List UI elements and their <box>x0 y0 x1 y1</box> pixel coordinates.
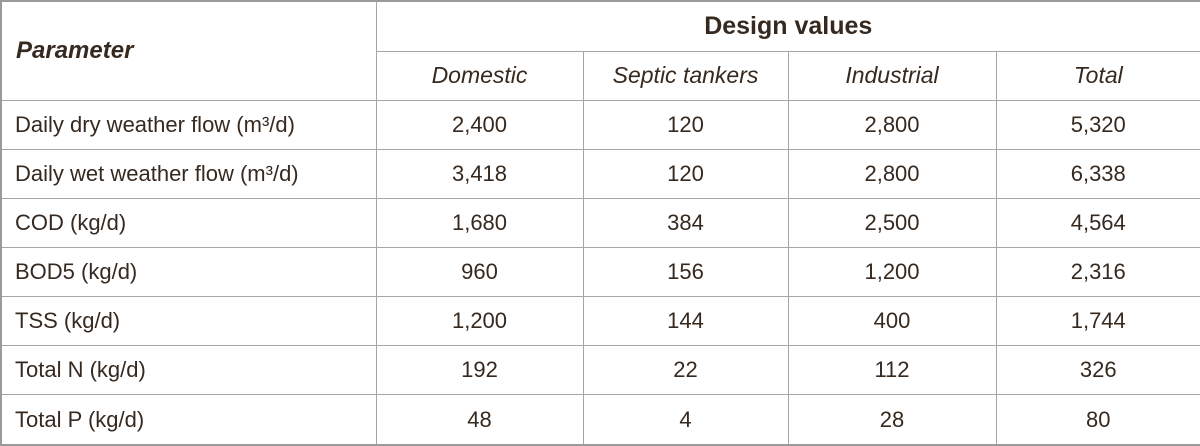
row-label: Daily wet weather flow (m³/d) <box>0 148 377 199</box>
row-label: COD (kg/d) <box>0 197 377 248</box>
row-label: TSS (kg/d) <box>0 296 377 347</box>
cell-value: 1,200 <box>375 296 584 347</box>
cell-value: 384 <box>582 197 789 248</box>
table-row-daily-wet-weather-flow: Daily wet weather flow (m³/d) 3,418 120 … <box>0 148 1200 199</box>
cell-value: 48 <box>375 394 584 446</box>
cell-value: 6,338 <box>995 148 1200 199</box>
design-values-header: Design values <box>375 0 1200 52</box>
cell-value: 144 <box>582 296 789 347</box>
cell-value: 4 <box>582 394 789 446</box>
group-header-row: Parameter Design values <box>0 0 1200 101</box>
table-row-bod5: BOD5 (kg/d) 960 156 1,200 2,316 <box>0 246 1200 298</box>
column-header-septic-tankers: Septic tankers <box>582 50 789 101</box>
cell-value: 2,800 <box>787 148 997 199</box>
cell-value: 80 <box>995 394 1200 446</box>
column-header-domestic: Domestic <box>375 50 584 101</box>
table-row-tss: TSS (kg/d) 1,200 144 400 1,744 <box>0 296 1200 347</box>
cell-value: 400 <box>787 296 997 347</box>
row-label: Total N (kg/d) <box>0 345 377 396</box>
column-header-industrial: Industrial <box>787 50 997 101</box>
row-label: Total P (kg/d) <box>0 394 377 446</box>
cell-value: 2,800 <box>787 99 997 150</box>
column-header-total: Total <box>995 50 1200 101</box>
cell-value: 326 <box>995 345 1200 396</box>
table-row-total-p: Total P (kg/d) 48 4 28 80 <box>0 394 1200 446</box>
table-row-total-n: Total N (kg/d) 192 22 112 326 <box>0 345 1200 396</box>
cell-value: 112 <box>787 345 997 396</box>
cell-value: 28 <box>787 394 997 446</box>
cell-value: 120 <box>582 99 789 150</box>
cell-value: 5,320 <box>995 99 1200 150</box>
cell-value: 2,500 <box>787 197 997 248</box>
column-header-row: Domestic Septic tankers Industrial Total <box>1 50 1200 101</box>
cell-value: 1,200 <box>787 246 997 298</box>
cell-value: 2,400 <box>375 99 584 150</box>
cell-value: 2,316 <box>995 246 1200 298</box>
row-label: BOD5 (kg/d) <box>0 246 377 298</box>
cell-value: 156 <box>582 246 789 298</box>
cell-value: 22 <box>582 345 789 396</box>
parameter-header: Parameter <box>0 0 377 101</box>
row-label: Daily dry weather flow (m³/d) <box>0 99 377 150</box>
cell-value: 192 <box>375 345 584 396</box>
cell-value: 1,680 <box>375 197 584 248</box>
cell-value: 960 <box>375 246 584 298</box>
cell-value: 1,744 <box>995 296 1200 347</box>
table-row-daily-dry-weather-flow: Daily dry weather flow (m³/d) 2,400 120 … <box>0 99 1200 150</box>
cell-value: 3,418 <box>375 148 584 199</box>
cell-value: 4,564 <box>995 197 1200 248</box>
table-row-cod: COD (kg/d) 1,680 384 2,500 4,564 <box>0 197 1200 248</box>
cell-value: 120 <box>582 148 789 199</box>
